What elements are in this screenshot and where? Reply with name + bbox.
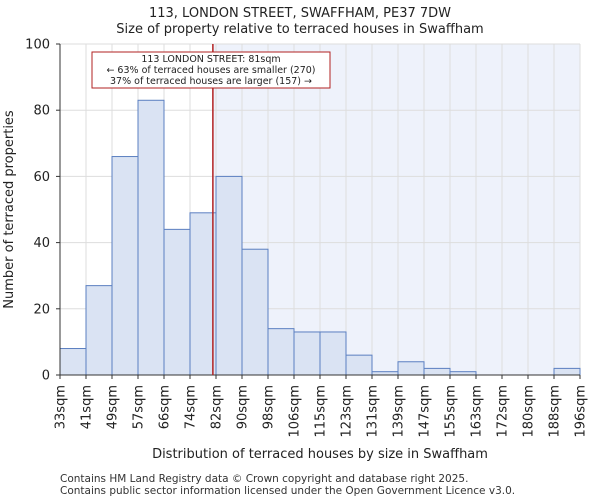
histogram-bar <box>319 331 347 376</box>
x-tick-label: 147sqm <box>418 385 433 438</box>
x-tick-label: 123sqm <box>340 385 355 438</box>
x-tick-label: 74sqm <box>184 385 199 429</box>
histogram-bar <box>59 348 87 376</box>
x-tick-label: 49sqm <box>106 385 121 429</box>
footer-line-2: Contains public sector information licen… <box>60 485 516 497</box>
x-tick-label: 66sqm <box>158 385 173 429</box>
y-tick-label: 60 <box>33 170 50 185</box>
histogram-bar <box>85 285 113 376</box>
annotation-box <box>91 51 331 89</box>
chart-title: 113, LONDON STREET, SWAFFHAM, PE37 7DW <box>148 6 452 21</box>
x-tick-label: 180sqm <box>522 385 537 438</box>
x-tick-label: 57sqm <box>132 385 147 429</box>
y-axis-title: Number of terraced properties <box>2 110 17 309</box>
histogram-bar <box>397 361 425 376</box>
chart-subtitle: Size of property relative to terraced ho… <box>116 22 484 37</box>
x-tick-label: 106sqm <box>288 385 303 438</box>
x-tick-label: 98sqm <box>262 385 277 429</box>
histogram-bar <box>553 367 581 376</box>
x-tick-label: 163sqm <box>470 385 485 438</box>
histogram-bar <box>423 367 451 376</box>
x-tick-label: 131sqm <box>366 385 381 438</box>
histogram-bar <box>137 99 165 376</box>
x-tick-label: 196sqm <box>574 385 589 438</box>
x-axis-title: Distribution of terraced houses by size … <box>152 447 488 462</box>
histogram-bar <box>241 248 269 376</box>
histogram-bar <box>215 175 243 376</box>
histogram-bar <box>189 212 217 376</box>
annotation-line-2: ← 63% of terraced houses are smaller (27… <box>106 65 315 76</box>
histogram-bar <box>345 354 373 376</box>
footer-line-1: Contains HM Land Registry data © Crown c… <box>60 473 469 485</box>
histogram-bar <box>111 156 139 376</box>
annotation-line-3: 37% of terraced houses are larger (157) … <box>110 76 312 87</box>
x-tick-label: 139sqm <box>392 385 407 438</box>
y-tick-label: 40 <box>33 236 50 251</box>
x-tick-label: 155sqm <box>444 385 459 438</box>
histogram-bar <box>267 328 295 376</box>
x-tick-label: 41sqm <box>80 385 95 429</box>
x-tick-label: 115sqm <box>314 385 329 438</box>
x-tick-label: 188sqm <box>548 385 563 438</box>
larger-region-shade <box>212 44 580 375</box>
histogram-bar <box>293 331 321 376</box>
y-tick-label: 80 <box>33 104 50 119</box>
x-tick-label: 33sqm <box>54 385 69 429</box>
histogram-bar <box>163 228 191 376</box>
x-tick-label: 90sqm <box>236 385 251 429</box>
y-tick-label: 20 <box>33 302 50 317</box>
y-tick-label: 100 <box>25 38 50 53</box>
y-tick-label: 0 <box>42 369 50 384</box>
x-tick-label: 82sqm <box>210 385 225 429</box>
x-tick-label: 172sqm <box>496 385 511 438</box>
annotation-line-1: 113 LONDON STREET: 81sqm <box>141 54 280 65</box>
